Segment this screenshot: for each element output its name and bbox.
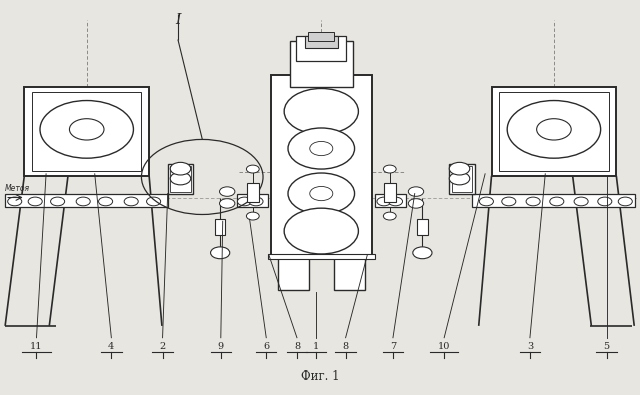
Bar bbox=[449, 164, 475, 194]
Bar bbox=[290, 41, 353, 87]
Text: Метоя: Метоя bbox=[5, 184, 30, 193]
Circle shape bbox=[310, 141, 333, 156]
Circle shape bbox=[69, 118, 104, 140]
Text: 4: 4 bbox=[108, 342, 115, 351]
Circle shape bbox=[377, 197, 391, 206]
Text: 11: 11 bbox=[30, 342, 43, 351]
Circle shape bbox=[479, 197, 493, 206]
Circle shape bbox=[388, 197, 403, 206]
Circle shape bbox=[147, 197, 161, 206]
Text: 2: 2 bbox=[159, 342, 166, 351]
Bar bbox=[271, 75, 372, 255]
Bar bbox=[168, 164, 193, 194]
Bar bbox=[278, 255, 309, 290]
Bar bbox=[170, 166, 191, 192]
Text: 7: 7 bbox=[390, 342, 396, 351]
Circle shape bbox=[408, 187, 424, 196]
Circle shape bbox=[574, 197, 588, 206]
Bar bbox=[247, 183, 259, 202]
Bar bbox=[296, 36, 346, 61]
Circle shape bbox=[28, 197, 42, 206]
Bar bbox=[24, 87, 149, 176]
Circle shape bbox=[449, 172, 470, 185]
Bar bbox=[384, 183, 396, 202]
Circle shape bbox=[288, 128, 355, 169]
Circle shape bbox=[310, 186, 333, 201]
Text: 3: 3 bbox=[527, 342, 533, 351]
Circle shape bbox=[618, 197, 632, 206]
Text: 8: 8 bbox=[342, 342, 349, 351]
Bar bbox=[5, 194, 168, 207]
Bar bbox=[268, 254, 375, 259]
Circle shape bbox=[246, 212, 259, 220]
Text: Фиг. 1: Фиг. 1 bbox=[301, 370, 339, 383]
Bar bbox=[334, 255, 365, 290]
Bar bbox=[499, 92, 609, 171]
Circle shape bbox=[8, 197, 22, 206]
Circle shape bbox=[550, 197, 564, 206]
Circle shape bbox=[170, 162, 191, 175]
Circle shape bbox=[170, 172, 191, 185]
Circle shape bbox=[237, 197, 252, 206]
Circle shape bbox=[598, 197, 612, 206]
Circle shape bbox=[413, 247, 432, 259]
Circle shape bbox=[249, 197, 263, 206]
Circle shape bbox=[449, 162, 470, 175]
Circle shape bbox=[537, 118, 572, 140]
Bar bbox=[308, 32, 334, 41]
Circle shape bbox=[408, 199, 424, 208]
Bar bbox=[305, 36, 338, 48]
Bar bbox=[237, 194, 268, 207]
Circle shape bbox=[246, 165, 259, 173]
Circle shape bbox=[220, 187, 235, 196]
Circle shape bbox=[502, 197, 516, 206]
Bar bbox=[215, 219, 225, 235]
Text: 5: 5 bbox=[604, 342, 610, 351]
Circle shape bbox=[211, 247, 230, 259]
Bar bbox=[472, 194, 635, 207]
Circle shape bbox=[76, 197, 90, 206]
Bar bbox=[32, 92, 141, 171]
Text: 6: 6 bbox=[263, 342, 269, 351]
Circle shape bbox=[124, 197, 138, 206]
Text: 1: 1 bbox=[313, 342, 319, 351]
Circle shape bbox=[284, 88, 358, 134]
Bar bbox=[452, 166, 472, 192]
Bar bbox=[417, 219, 428, 235]
Text: 8: 8 bbox=[294, 342, 300, 351]
Circle shape bbox=[288, 173, 355, 214]
Text: 10: 10 bbox=[438, 342, 451, 351]
Bar bbox=[492, 87, 616, 176]
Circle shape bbox=[220, 199, 235, 208]
Circle shape bbox=[284, 208, 358, 254]
Circle shape bbox=[51, 197, 65, 206]
Circle shape bbox=[383, 165, 396, 173]
Circle shape bbox=[526, 197, 540, 206]
Circle shape bbox=[40, 100, 134, 158]
Circle shape bbox=[383, 212, 396, 220]
Circle shape bbox=[508, 100, 601, 158]
Circle shape bbox=[99, 197, 113, 206]
Text: I: I bbox=[175, 13, 180, 26]
Text: 9: 9 bbox=[218, 342, 224, 351]
Bar bbox=[375, 194, 406, 207]
